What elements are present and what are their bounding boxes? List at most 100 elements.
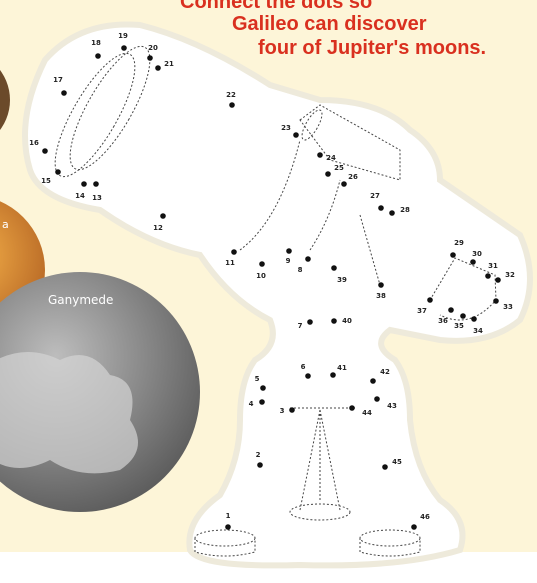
guide-line: [194, 538, 421, 557]
dot-number: 9: [286, 257, 291, 265]
dot-number: 30: [472, 250, 482, 258]
dot: [378, 282, 384, 288]
dot: [370, 378, 376, 384]
dot-number: 37: [417, 307, 427, 315]
dot-number: 5: [255, 375, 260, 383]
dot-number: 25: [334, 164, 344, 172]
dot-number: 34: [473, 327, 483, 335]
dot: [305, 373, 311, 379]
dot-number: 35: [454, 322, 464, 330]
dot-number: 43: [387, 402, 397, 410]
planet: [0, 70, 10, 130]
dot: [374, 396, 380, 402]
dot-number: 3: [280, 407, 285, 415]
guide-line: [54, 52, 136, 178]
dot: [317, 152, 323, 158]
dot: [307, 319, 313, 325]
dot: [493, 298, 499, 304]
dot-number: 33: [503, 303, 513, 311]
heading-line: four of Jupiter's moons.: [258, 37, 486, 59]
dot-number: 32: [505, 271, 515, 279]
dot-number: 8: [298, 266, 303, 274]
dot-number: 18: [91, 39, 101, 47]
dot-number: 44: [362, 409, 372, 417]
guide-line: [290, 407, 355, 511]
dot: [485, 273, 491, 279]
dot: [121, 45, 127, 51]
dot-number: 4: [249, 400, 254, 408]
dot: [305, 256, 311, 262]
dot-number: 24: [326, 154, 336, 162]
dot-number: 2: [256, 451, 261, 459]
dot-number: 6: [301, 363, 306, 371]
dot: [448, 307, 454, 313]
dot: [155, 65, 161, 71]
dot: [378, 205, 384, 211]
dot: [289, 407, 295, 413]
dot: [257, 462, 263, 468]
dot-number: 46: [420, 513, 430, 521]
guide-line: [69, 45, 151, 171]
dot-number: 20: [148, 44, 158, 52]
dot-number: 7: [298, 322, 303, 330]
dot-number: 26: [348, 173, 358, 181]
guide-line: [289, 503, 351, 521]
dot: [349, 405, 355, 411]
moon-label: Ganymede: [48, 293, 113, 307]
dots: 1234567891011121314151617181920212223242…: [29, 32, 515, 530]
dot-number: 28: [400, 206, 410, 214]
guide-line: [429, 257, 497, 321]
dot: [330, 372, 336, 378]
dot: [160, 213, 166, 219]
dot: [55, 169, 61, 175]
dot-number: 15: [41, 177, 51, 185]
dot: [382, 464, 388, 470]
dot: [42, 148, 48, 154]
dot-number: 39: [337, 276, 347, 284]
dot: [229, 102, 235, 108]
dot: [231, 249, 237, 255]
dot: [286, 248, 292, 254]
dot: [450, 252, 456, 258]
dot-number: 36: [438, 317, 448, 325]
guide-lines: [54, 45, 497, 557]
dot: [293, 132, 299, 138]
dot-number: 14: [75, 192, 85, 200]
dot: [147, 55, 153, 61]
dot-number: 1: [226, 512, 231, 520]
dot: [325, 171, 331, 177]
dot: [93, 181, 99, 187]
dot-number: 41: [337, 364, 347, 372]
dot-number: 27: [370, 192, 380, 200]
dot: [341, 181, 347, 187]
dot-number: 16: [29, 139, 39, 147]
dot-number: 12: [153, 224, 163, 232]
dot: [471, 316, 477, 322]
guide-line: [239, 139, 381, 286]
dot-number: 11: [225, 259, 235, 267]
dot: [225, 524, 231, 530]
dot: [95, 53, 101, 59]
dot-number: 21: [164, 60, 174, 68]
dot-number: 13: [92, 194, 102, 202]
telescope-outline: [22, 21, 533, 569]
dot-number: 38: [376, 292, 386, 300]
dot-number: 29: [454, 239, 464, 247]
heading-line: Connect the dots so: [180, 0, 372, 13]
dot-number: 17: [53, 76, 63, 84]
dot-number: 10: [256, 272, 266, 280]
dot: [61, 90, 67, 96]
dot: [389, 210, 395, 216]
moon-label: a: [2, 218, 9, 231]
guide-line: [299, 104, 401, 181]
dot-number: 22: [226, 91, 236, 99]
dot-number: 42: [380, 368, 390, 376]
dot: [470, 259, 476, 265]
dot: [331, 318, 337, 324]
dot: [260, 385, 266, 391]
dot: [495, 277, 501, 283]
dot-number: 40: [342, 317, 352, 325]
dot: [460, 313, 466, 319]
dot-number: 31: [488, 262, 498, 270]
